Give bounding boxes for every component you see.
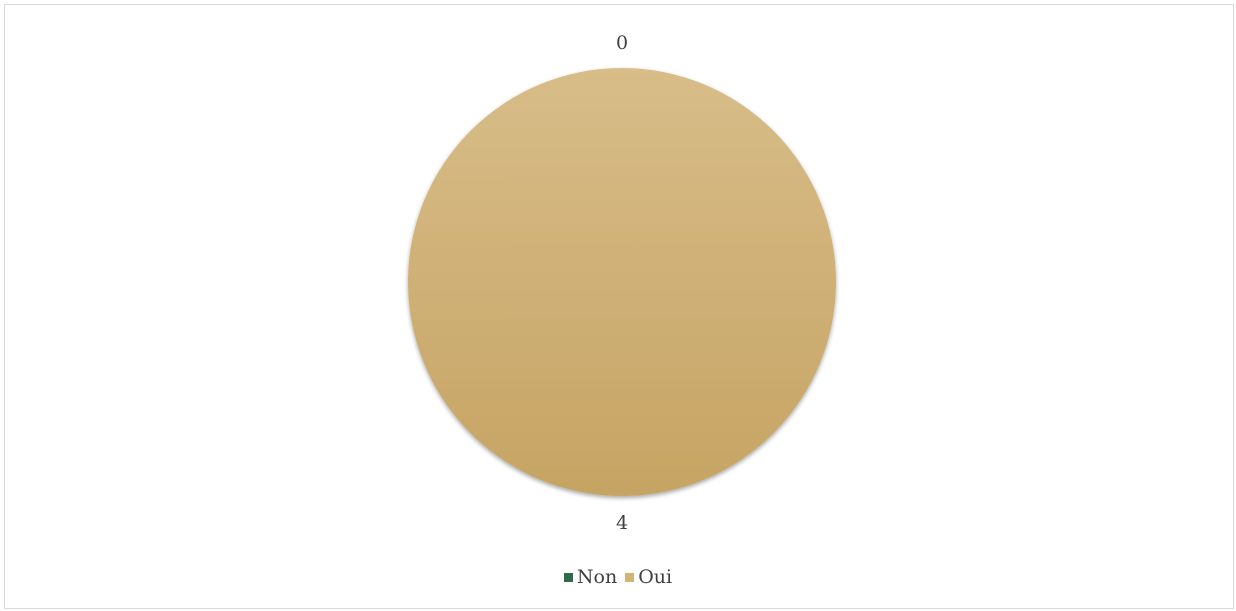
legend-label-non: Non (576, 566, 618, 588)
legend-item-oui: Oui (625, 566, 672, 588)
legend-swatch-oui (625, 572, 635, 582)
pie-slice-oui (408, 68, 836, 496)
legend-swatch-non (563, 572, 573, 582)
pie-data-labels: 04 (616, 32, 628, 534)
legend: Non Oui (0, 566, 1236, 588)
pie-slices (408, 68, 836, 496)
data-label-non: 0 (616, 32, 628, 54)
legend-label-oui: Oui (638, 566, 673, 588)
legend-item-non: Non (563, 566, 618, 588)
data-label-oui: 4 (616, 512, 628, 534)
